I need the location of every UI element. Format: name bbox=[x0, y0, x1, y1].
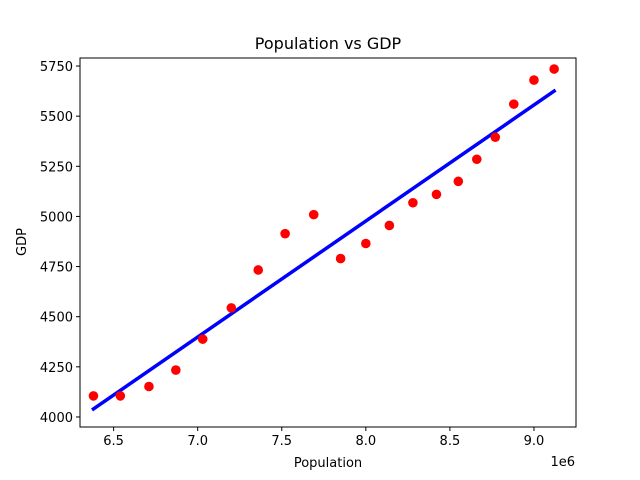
y-tick-label: 5250 bbox=[40, 160, 73, 175]
data-point bbox=[431, 189, 442, 200]
x-axis-ticks: 6.5 7.0 7.5 8.0 8.5 9.0 bbox=[103, 427, 544, 449]
data-point bbox=[384, 220, 395, 231]
chart-title: Population vs GDP bbox=[255, 34, 402, 53]
y-tick-label: 4750 bbox=[40, 261, 73, 276]
regression-line bbox=[91, 88, 557, 412]
y-tick-label: 5000 bbox=[40, 210, 73, 225]
data-point bbox=[508, 99, 519, 109]
x-tick-label: 7.5 bbox=[271, 434, 292, 449]
data-point bbox=[144, 381, 154, 392]
x-axis-offset-label: 1e6 bbox=[550, 455, 575, 470]
data-point bbox=[280, 228, 290, 239]
x-tick-label: 8.0 bbox=[355, 434, 376, 449]
data-point bbox=[335, 253, 346, 264]
y-tick-label: 4500 bbox=[40, 311, 73, 326]
data-point bbox=[226, 303, 237, 313]
y-axis-ticks: 4000 4250 4500 4750 5000 5250 5500 5750 bbox=[40, 60, 80, 426]
data-point bbox=[253, 265, 264, 275]
data-point bbox=[472, 154, 482, 165]
data-point bbox=[490, 132, 501, 143]
data-point bbox=[308, 209, 319, 220]
x-tick-label: 9.0 bbox=[524, 434, 545, 449]
y-tick-label: 5500 bbox=[40, 110, 73, 125]
x-tick-label: 6.5 bbox=[103, 434, 124, 449]
x-tick-label: 7.0 bbox=[187, 434, 208, 449]
data-point bbox=[529, 75, 539, 85]
y-axis-label: GDP bbox=[15, 228, 30, 256]
data-point bbox=[115, 391, 126, 401]
data-point bbox=[88, 391, 99, 401]
data-point bbox=[171, 365, 181, 375]
data-point bbox=[549, 64, 559, 74]
data-point bbox=[197, 334, 208, 344]
data-point bbox=[453, 176, 464, 187]
y-tick-label: 5750 bbox=[40, 60, 73, 75]
x-axis-label: Population bbox=[294, 456, 362, 471]
plot-frame bbox=[79, 57, 577, 428]
x-tick-label: 8.5 bbox=[440, 434, 461, 449]
data-point bbox=[408, 197, 418, 208]
plot-area bbox=[88, 64, 559, 412]
y-tick-label: 4250 bbox=[40, 361, 73, 376]
y-tick-label: 4000 bbox=[40, 411, 73, 426]
data-point bbox=[361, 238, 371, 249]
